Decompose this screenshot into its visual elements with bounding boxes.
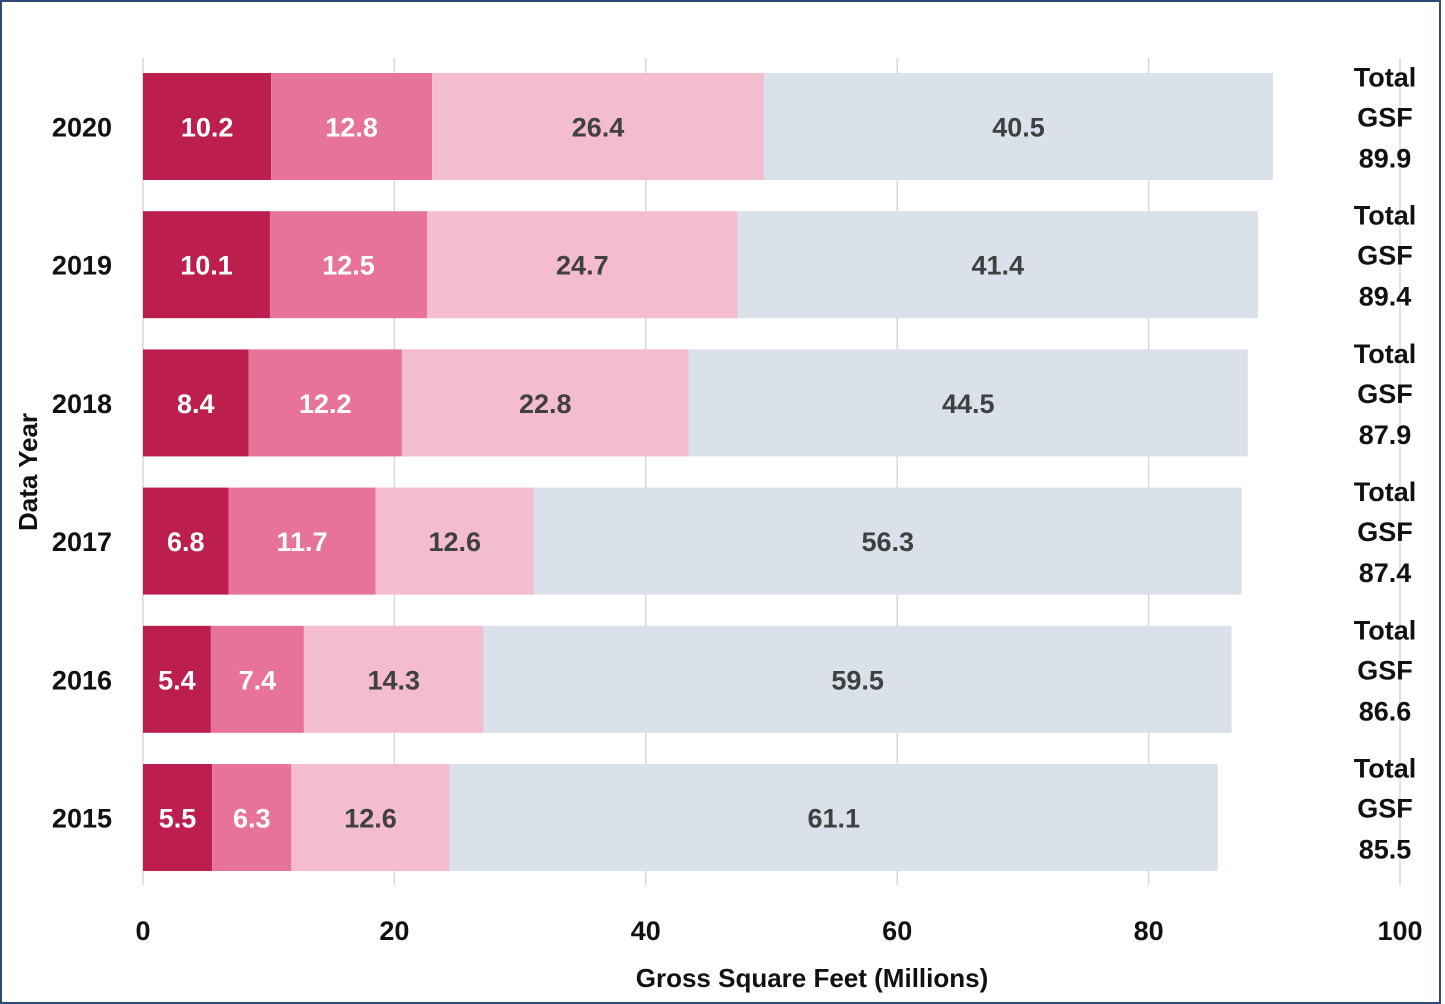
bar-segment (401, 349, 689, 457)
data-label: 12.6 (344, 804, 397, 834)
bar-segment (533, 487, 1242, 595)
data-label: 8.4 (177, 389, 215, 419)
total-label-line1: Total (1354, 63, 1417, 93)
x-tick-label: 40 (631, 916, 661, 946)
data-label: 10.2 (181, 113, 234, 143)
bar-segment (143, 764, 213, 871)
y-tick-label: 2020 (52, 113, 112, 143)
data-label: 5.5 (159, 804, 197, 834)
bar-segment (143, 349, 249, 457)
total-value: 86.6 (1359, 696, 1412, 726)
bar-segments (143, 73, 1274, 871)
total-label-line2: GSF (1357, 655, 1413, 685)
x-axis-title: Gross Square Feet (Millions) (636, 963, 989, 993)
data-label: 6.8 (167, 527, 205, 557)
bar-segment (432, 73, 764, 180)
x-tick-labels: 0 20 40 60 80 100 (135, 916, 1422, 946)
total-label-line2: GSF (1357, 794, 1413, 824)
data-label: 61.1 (807, 804, 860, 834)
total-label-line2: GSF (1357, 103, 1413, 133)
bar-segment (271, 73, 433, 180)
x-tick-label: 20 (379, 916, 409, 946)
data-label: 14.3 (367, 665, 420, 695)
data-label: 11.7 (276, 527, 327, 557)
data-label: 24.7 (556, 251, 609, 281)
gridlines (142, 58, 1401, 885)
total-label-line1: Total (1354, 339, 1417, 369)
total-value: 89.9 (1359, 144, 1412, 174)
x-tick-label: 100 (1377, 916, 1422, 946)
segment-labels: 10.2 12.8 26.4 40.5 10.1 12.5 24.7 41.4 8.4 12.2 2… (158, 113, 1045, 834)
bar-segment (143, 211, 270, 319)
bar-segment (483, 625, 1232, 733)
data-label: 12.6 (428, 527, 481, 557)
data-label: 44.5 (942, 389, 995, 419)
data-label: 12.5 (322, 251, 375, 281)
bar-segment (303, 625, 484, 733)
total-label-line2: GSF (1357, 379, 1413, 409)
bar-segment (248, 349, 402, 457)
data-label: 12.2 (299, 389, 352, 419)
total-label-line1: Total (1354, 477, 1417, 507)
bar-segment (143, 625, 211, 733)
data-label: 12.8 (325, 113, 378, 143)
data-label: 41.4 (971, 251, 1024, 281)
total-label-line2: GSF (1357, 241, 1413, 271)
bar-segment (688, 349, 1248, 457)
data-label: 7.4 (239, 665, 277, 695)
total-label-line2: GSF (1357, 517, 1413, 547)
data-label: 22.8 (519, 389, 572, 419)
data-label: 26.4 (572, 113, 625, 143)
data-label: 10.1 (180, 251, 233, 281)
bar-segment (427, 211, 738, 319)
total-label-line1: Total (1354, 615, 1417, 645)
bar-segment (737, 211, 1258, 319)
bar-segment (763, 73, 1274, 180)
x-tick-label: 80 (1134, 916, 1164, 946)
bar-segment (269, 211, 428, 319)
x-tick-label: 60 (882, 916, 912, 946)
y-tick-label: 2016 (52, 665, 112, 695)
data-label: 59.5 (831, 665, 884, 695)
total-labels: Total GSF 89.9 Total GSF 89.4 Total GSF 87.9 Tota… (1354, 63, 1417, 865)
y-tick-label: 2015 (52, 804, 112, 834)
y-axis-title: Data Year (13, 413, 43, 531)
data-label: 5.4 (158, 665, 196, 695)
bar-segment (291, 764, 450, 871)
bar-segment (143, 487, 229, 595)
bar-segment (375, 487, 534, 595)
data-label: 40.5 (992, 113, 1045, 143)
data-label: 56.3 (861, 527, 914, 557)
total-value: 89.4 (1359, 282, 1412, 312)
year-labels: 2020 2019 2018 2017 2016 2015 (52, 113, 112, 834)
y-tick-label: 2017 (52, 527, 112, 557)
x-tick-label: 0 (135, 916, 150, 946)
total-value: 87.4 (1359, 558, 1412, 588)
data-label: 6.3 (233, 804, 271, 834)
bar-segment (210, 625, 304, 733)
total-value: 85.5 (1359, 835, 1412, 865)
bar-segment (228, 487, 376, 595)
total-value: 87.9 (1359, 420, 1412, 450)
total-label-line1: Total (1354, 201, 1417, 231)
bar-segment (143, 73, 272, 180)
y-tick-label: 2019 (52, 251, 112, 281)
bar-segment (212, 764, 292, 871)
total-label-line1: Total (1354, 754, 1417, 784)
y-tick-label: 2018 (52, 389, 112, 419)
bar-segment (449, 764, 1218, 871)
